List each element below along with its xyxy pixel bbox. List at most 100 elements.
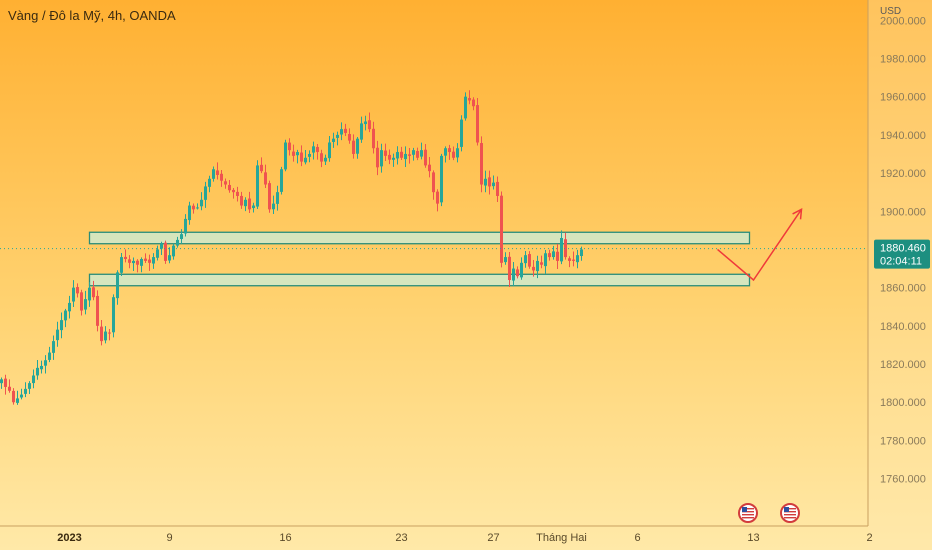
candle-body [124,256,127,259]
candle-body [500,195,503,263]
candle-body [408,154,411,156]
time-tick-label: 27 [487,532,499,544]
candle-body [68,302,71,312]
candle-body [488,177,491,187]
candle-body [352,140,355,154]
candle-body [24,388,27,394]
candle-body [116,272,119,299]
price-tick-label: 1980.000 [880,53,926,65]
candle-body [76,287,79,294]
candle-body [280,169,283,192]
candle-body [508,256,511,281]
candle-body [340,129,343,135]
candle-body [428,164,431,172]
candle-body [172,245,175,257]
candle-body [364,121,367,125]
candle-body [56,329,59,341]
candle-body [392,157,395,160]
price-tick-label: 1780.000 [880,435,926,447]
candle-body [288,142,291,151]
candle-body [80,292,83,311]
candle-body [112,297,115,333]
price-tick-label: 1820.000 [880,359,926,371]
candle-body [196,207,199,209]
candle-body [168,255,171,261]
candle-body [256,165,259,207]
candle-body [64,310,67,321]
candle-body [348,134,351,141]
price-tick-label: 1860.000 [880,283,926,295]
candle-body [292,151,295,156]
candle-body [44,360,47,366]
time-tick-label: 16 [279,532,291,544]
price-tick-label: 1800.000 [880,397,926,409]
candle-body [28,383,31,389]
candle-body [520,262,523,278]
candle-body [92,287,95,298]
candle-body [304,157,307,163]
price-axis-unit: USD [880,6,901,17]
candle-body [388,154,391,160]
candle-body [120,257,123,273]
projection-path [717,208,803,282]
candle-body [356,138,359,154]
candle-body [164,242,167,261]
candle-body [52,341,55,353]
candle-body [60,320,63,331]
candle-body [380,150,383,167]
candle-body [528,254,531,267]
candle-body [128,259,131,263]
candle-body [132,260,135,264]
candle-body [316,146,319,153]
candle-body [176,239,179,246]
candle-body [552,251,555,258]
candle-body [12,390,15,403]
candle-body [208,178,211,187]
candle-body [444,148,447,156]
price-tick-label: 1900.000 [880,206,926,218]
candle-body [16,398,19,403]
candle-body [376,147,379,168]
candle-body [232,189,235,193]
candle-body [36,367,39,376]
candle-body [456,148,459,158]
current-price-badge [874,239,930,269]
candle-body [440,155,443,203]
time-tick-label: 2 [866,532,872,544]
candle-body [180,234,183,240]
candle-body [368,120,371,130]
candle-body [432,172,435,193]
candle-body [0,379,3,384]
candle-body [248,198,251,210]
candle-body [568,258,571,261]
candle-body [268,183,271,210]
candle-body [72,287,75,302]
current-price-value: 1880.460 [880,243,926,255]
candle-body [40,365,43,370]
candle-body [536,260,539,272]
candle-body [204,186,207,200]
candle-body [436,191,439,204]
candle-body [416,151,419,158]
time-tick-label: 13 [747,532,759,544]
candle-body [372,128,375,149]
candle-body [360,123,363,140]
candle-body [104,331,107,341]
candle-body [252,205,255,209]
price-tick-label: 1960.000 [880,92,926,104]
time-tick-label: Tháng Hai [536,532,587,544]
us-event-flag-icon[interactable] [780,503,800,523]
price-tick-label: 1760.000 [880,474,926,486]
candle-body [400,151,403,158]
candle-body [476,105,479,143]
us-event-flag-icon[interactable] [738,503,758,523]
candle-body [148,259,151,263]
candle-body [88,287,91,301]
candle-body [144,258,147,261]
candle-body [556,251,559,261]
candle-body [504,257,507,263]
candle-body [156,249,159,258]
candle-body [200,199,203,207]
